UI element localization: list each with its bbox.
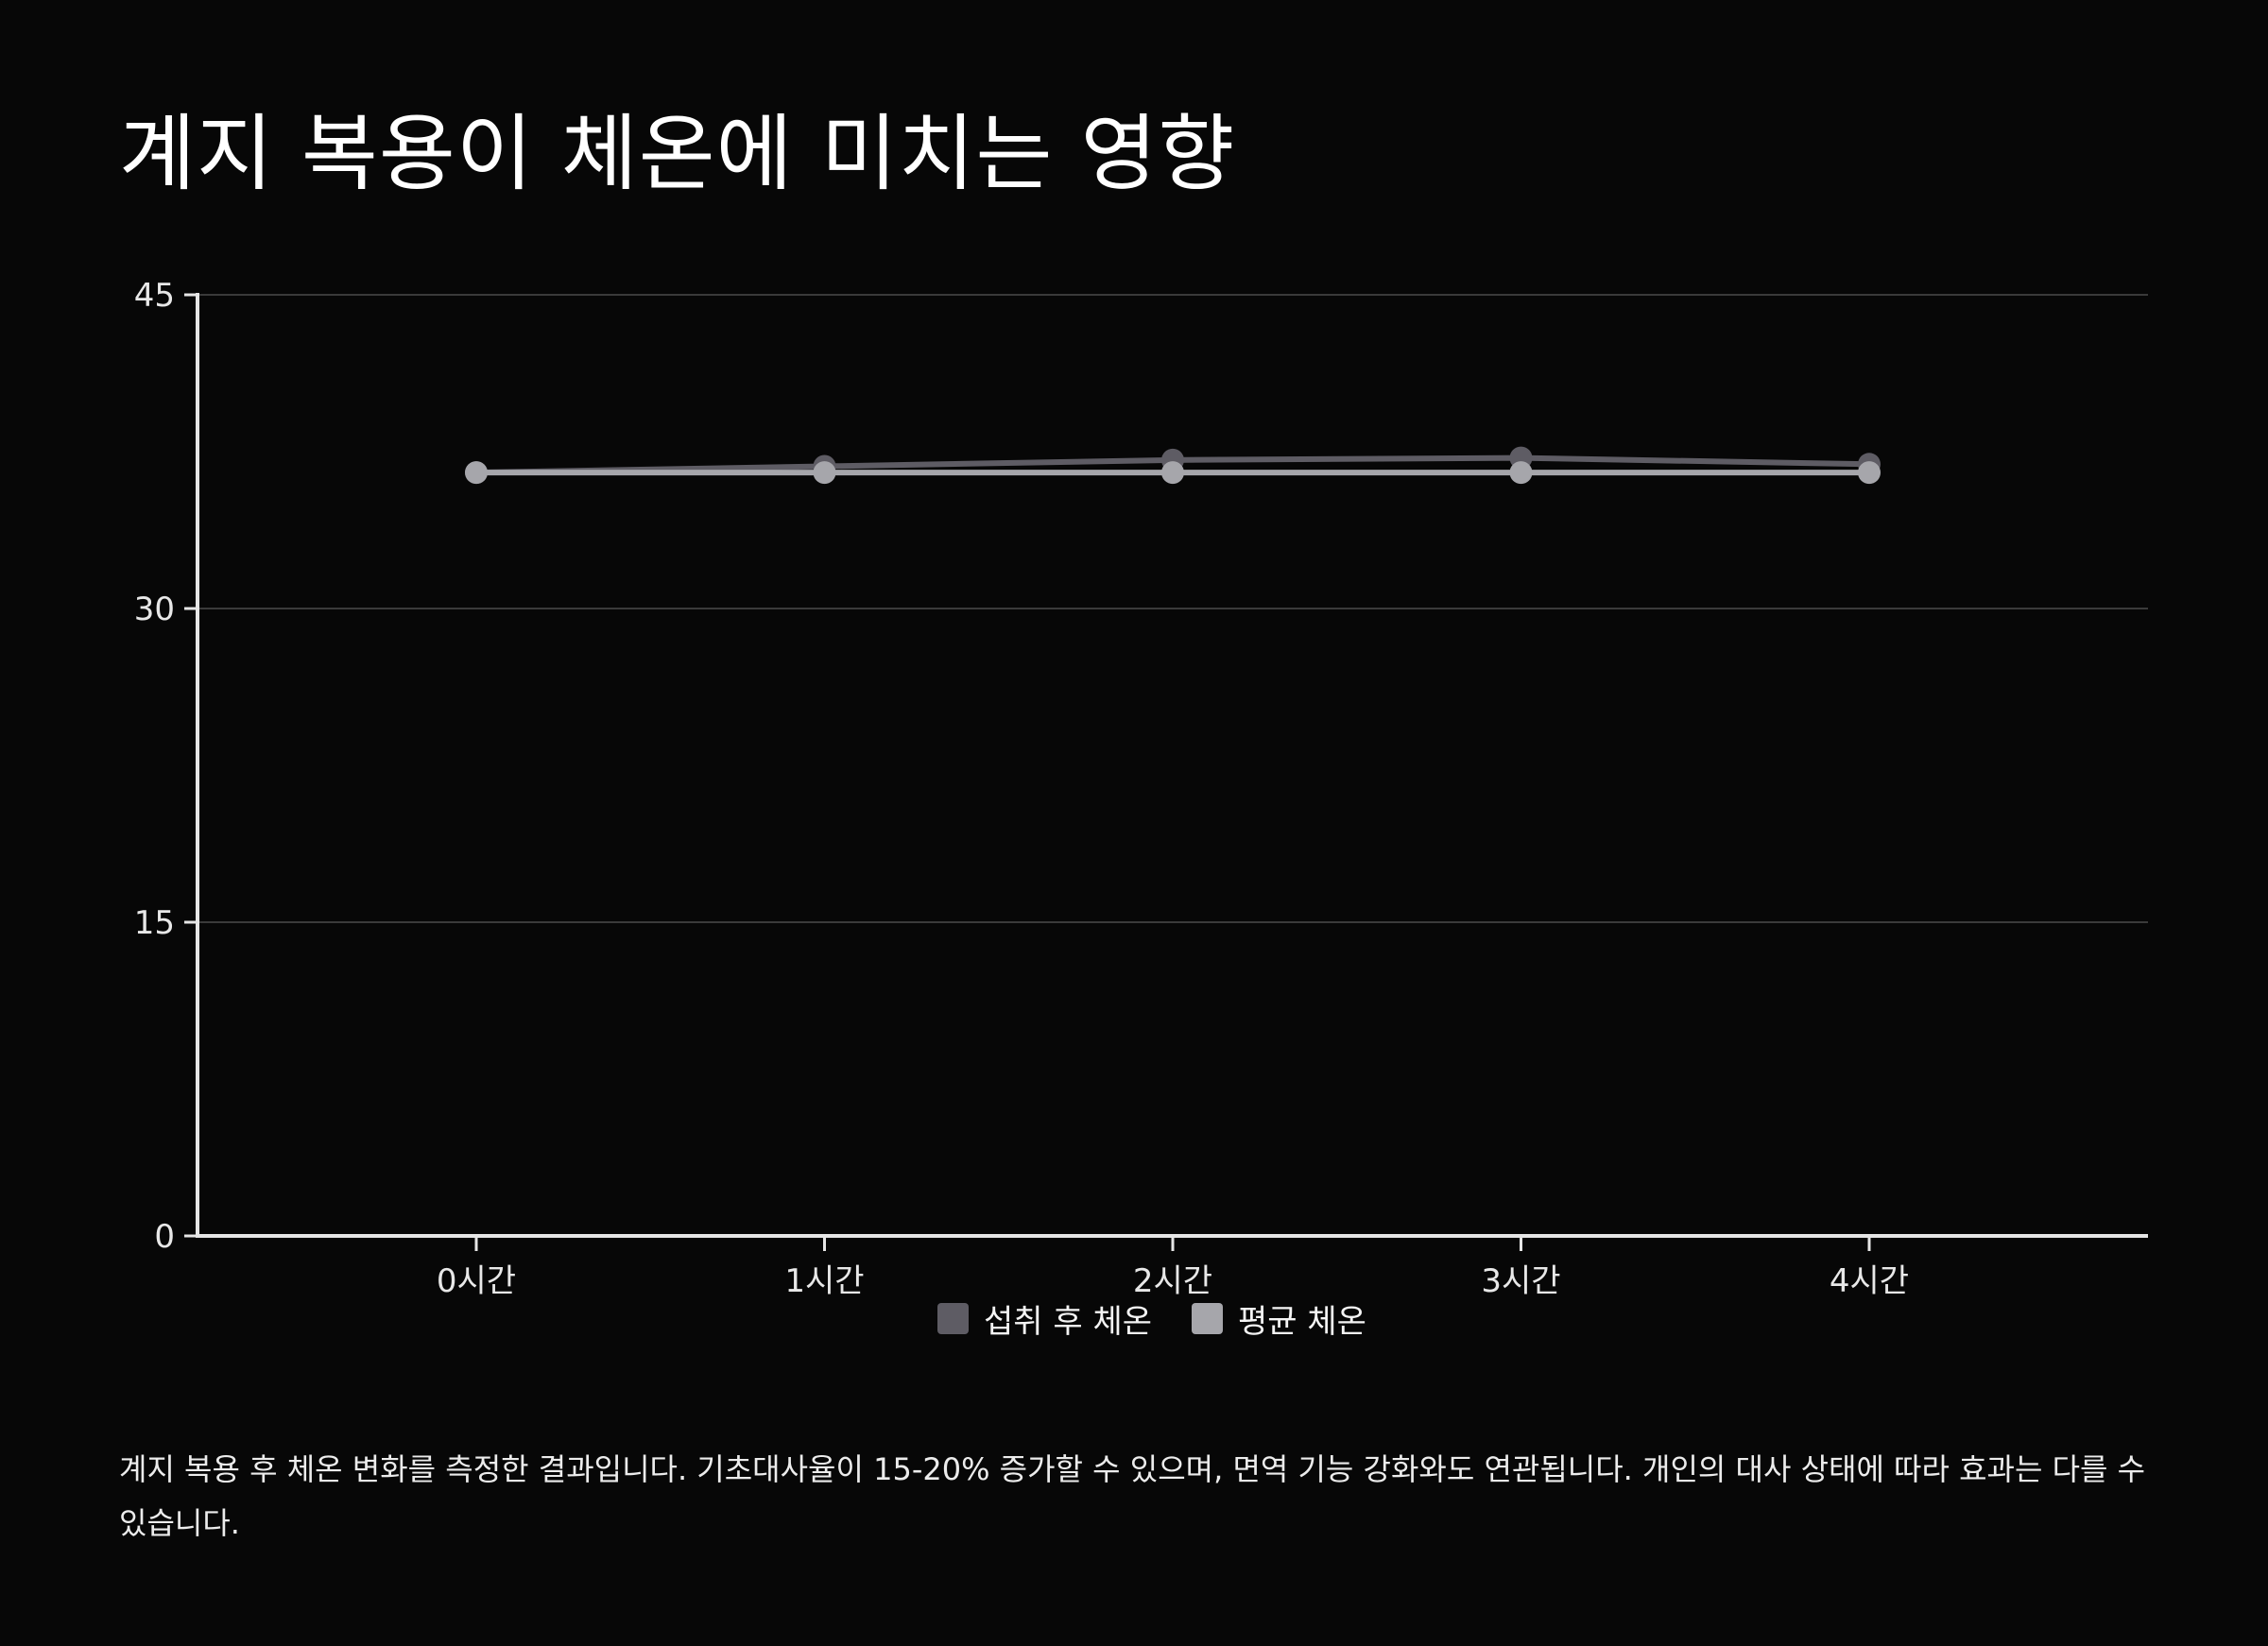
chart-caption: 계지 복용 후 체온 변화를 측정한 결과입니다. 기초대사율이 15-20% … bbox=[119, 1451, 2146, 1541]
x-tick-label: 4시간 bbox=[1830, 1262, 1909, 1300]
data-point bbox=[1161, 461, 1184, 485]
data-point bbox=[465, 461, 488, 485]
x-tick-label: 0시간 bbox=[437, 1262, 516, 1300]
legend-swatch-average bbox=[1192, 1303, 1224, 1334]
y-tick-label: 45 bbox=[134, 277, 175, 315]
x-tick-label: 1시간 bbox=[784, 1262, 864, 1300]
data-point bbox=[813, 461, 836, 485]
x-tick-label: 2시간 bbox=[1133, 1262, 1212, 1300]
tick-labels: 0 15 30 45 0시간 1시간 2시간 3시간 4시간 bbox=[134, 277, 1909, 1300]
data-point bbox=[1858, 461, 1881, 485]
series-lines bbox=[465, 446, 1881, 485]
legend-item-intake[interactable]: 섭취 후 체온 bbox=[937, 1295, 1152, 1342]
legend-swatch-intake bbox=[937, 1303, 970, 1334]
legend: 섭취 후 체온 평균 체온 bbox=[0, 1295, 2268, 1342]
y-tick-label: 0 bbox=[154, 1218, 175, 1256]
chart-title: 계지 복용이 체온에 미치는 영향 bbox=[119, 105, 1236, 202]
y-tick-label: 15 bbox=[134, 904, 175, 942]
axes bbox=[184, 293, 2148, 1251]
legend-label-average: 평균 체온 bbox=[1238, 1303, 1366, 1341]
legend-item-average[interactable]: 평균 체온 bbox=[1192, 1295, 1366, 1342]
y-tick-label: 30 bbox=[134, 591, 175, 628]
grid-lines bbox=[198, 294, 2148, 923]
x-tick-label: 3시간 bbox=[1481, 1262, 1560, 1300]
legend-label-intake: 섭취 후 체온 bbox=[984, 1303, 1153, 1341]
data-point bbox=[1509, 461, 1533, 485]
